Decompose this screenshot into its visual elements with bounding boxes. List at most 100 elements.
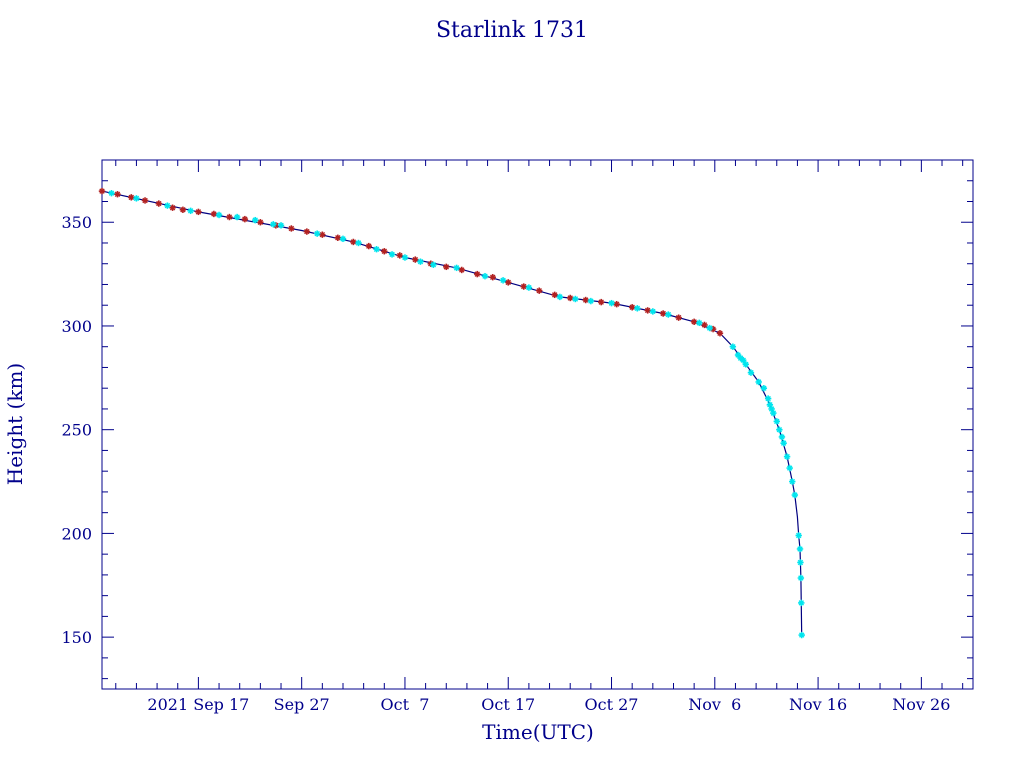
red-data-point [114, 191, 121, 198]
x-tick-label: 2021 Sep 17 [147, 695, 249, 714]
data-points [98, 187, 805, 639]
red-data-point [334, 234, 342, 241]
cyan-data-point [339, 235, 347, 243]
x-tick-label: Oct 27 [585, 695, 639, 714]
cyan-data-point [696, 319, 703, 327]
axis-ticks [102, 159, 973, 689]
red-data-point [582, 296, 589, 304]
red-data-point [628, 304, 636, 311]
cyan-data-point [729, 343, 737, 350]
cyan-data-point [797, 574, 805, 582]
cyan-data-point [795, 532, 802, 539]
red-data-point [536, 287, 543, 294]
red-data-point [257, 219, 264, 226]
plot-frame [101, 159, 974, 690]
x-tick-label: Nov 26 [892, 695, 950, 714]
cyan-data-point [277, 222, 285, 229]
red-data-point [443, 263, 450, 271]
red-data-point [474, 270, 481, 278]
cyan-data-point [706, 324, 713, 332]
red-data-point [169, 204, 176, 211]
red-data-point [701, 321, 708, 329]
cyan-data-point [572, 295, 579, 303]
chart-title: Starlink 1731 [436, 18, 588, 43]
cyan-data-point [797, 559, 804, 566]
cyan-data-point [108, 189, 115, 197]
red-data-point [128, 194, 135, 201]
cyan-data-point [634, 305, 641, 312]
cyan-data-point [649, 308, 657, 315]
cyan-data-point [791, 491, 799, 499]
cyan-data-point [776, 426, 783, 433]
cyan-data-point [764, 395, 772, 402]
y-tick-label: 200 [61, 524, 92, 543]
cyan-data-point [373, 246, 380, 253]
x-tick-label: Oct 17 [481, 695, 535, 714]
red-data-point [597, 298, 605, 306]
cyan-data-point [270, 221, 277, 228]
x-tick-label: Nov 6 [688, 695, 741, 714]
x-tick-label: Oct 7 [381, 695, 430, 714]
red-data-point [396, 252, 403, 259]
cyan-data-point [760, 384, 768, 392]
x-tick-label: Sep 27 [274, 695, 330, 714]
y-tick-label: 300 [61, 317, 92, 336]
cyan-data-point [251, 216, 259, 224]
cyan-data-point [417, 258, 424, 265]
y-axis-label: Height (km) [3, 363, 27, 485]
cyan-data-point [747, 369, 755, 376]
cyan-data-point [783, 453, 791, 460]
cyan-data-point [789, 478, 796, 485]
cyan-data-point [780, 439, 787, 447]
x-axis-label: Time(UTC) [482, 720, 594, 744]
cyan-data-point [770, 409, 777, 417]
red-data-point [412, 256, 419, 263]
cyan-data-point [388, 251, 396, 258]
red-data-point [613, 300, 620, 308]
red-data-point [98, 187, 106, 195]
cyan-data-point [798, 599, 805, 607]
cyan-data-point [587, 297, 595, 305]
red-data-point [210, 210, 218, 218]
red-data-point [365, 242, 373, 250]
cyan-data-point [665, 311, 672, 318]
cyan-data-point [453, 264, 460, 272]
cyan-data-point [187, 207, 194, 215]
cyan-data-point [778, 433, 786, 441]
x-tick-label: Nov 16 [789, 695, 847, 714]
red-data-point [520, 283, 527, 290]
cyan-data-point [481, 272, 489, 280]
red-data-point [675, 314, 682, 321]
cyan-data-point [215, 211, 223, 219]
red-data-point [458, 266, 465, 274]
red-data-point [241, 215, 249, 223]
red-data-point [716, 330, 724, 337]
red-data-point [381, 248, 388, 255]
red-data-point [489, 274, 496, 281]
red-data-point [303, 228, 311, 235]
cyan-data-point [164, 202, 171, 209]
height-curve [101, 190, 803, 636]
red-data-point [350, 238, 357, 246]
cyan-data-point [742, 361, 749, 368]
cyan-data-point [430, 261, 437, 268]
cyan-data-point [740, 356, 747, 364]
cyan-data-point [798, 631, 805, 639]
y-tick-label: 150 [61, 628, 92, 647]
red-data-point [551, 291, 558, 299]
red-data-point [226, 213, 233, 221]
red-data-point [319, 231, 326, 238]
red-data-point [644, 307, 651, 314]
cyan-data-point [401, 254, 409, 261]
red-data-point [505, 279, 512, 286]
cyan-data-point [755, 378, 762, 386]
red-data-point [155, 200, 163, 207]
red-data-point [288, 225, 295, 232]
red-data-point [141, 197, 149, 204]
red-data-point [659, 310, 667, 317]
y-tick-label: 250 [61, 421, 92, 440]
cyan-data-point [313, 230, 321, 237]
cyan-data-point [773, 418, 780, 425]
cyan-data-point [608, 299, 615, 307]
